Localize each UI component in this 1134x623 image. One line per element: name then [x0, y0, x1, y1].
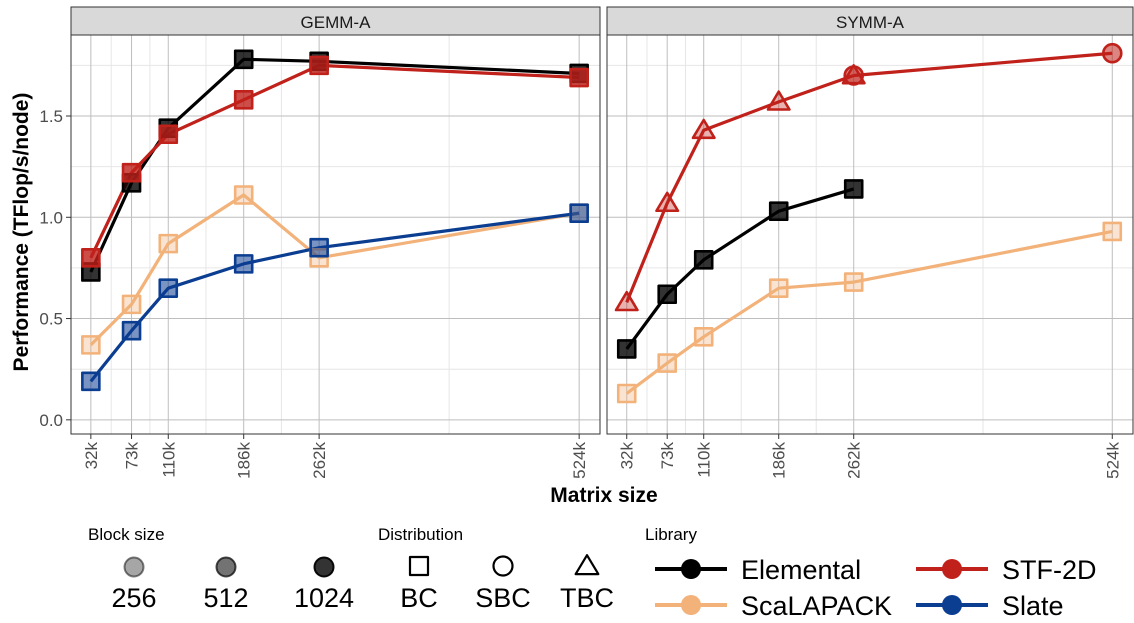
- data-point-slate: [81, 371, 101, 392]
- legend-key-library-point: [681, 595, 701, 615]
- series-line-stf-2d: [853, 51, 1113, 78]
- panel-symm-a: SYMM-A: [606, 6, 1134, 435]
- data-point-stf-2d: [691, 118, 716, 140]
- data-point-scalapack: [233, 185, 254, 205]
- data-point-elemental: [843, 179, 864, 199]
- legend-label-library: Slate: [1002, 591, 1064, 621]
- data-point-stf-2d: [843, 65, 865, 86]
- data-point-stf-2d: [158, 124, 179, 145]
- legend-title-library: Library: [645, 525, 697, 544]
- x-tick-label: 73k: [658, 442, 677, 470]
- legend-label-library: Elemental: [741, 555, 861, 585]
- y-tick-label: 0.0: [39, 411, 63, 430]
- legend-label-distribution: TBC: [560, 583, 614, 613]
- data-point-scalapack: [693, 326, 714, 347]
- legend-key-distribution: [574, 554, 600, 576]
- data-point-stf-2d: [655, 191, 680, 213]
- data-point-slate: [309, 237, 329, 258]
- panel-border: [606, 34, 1134, 435]
- data-point-elemental: [693, 250, 714, 270]
- legend-label-library: STF-2D: [1002, 555, 1097, 585]
- data-point-slate: [233, 254, 254, 274]
- legend-key-library-point: [942, 559, 962, 579]
- legend-key-block-size: [215, 556, 237, 578]
- x-tick-label: 110k: [159, 442, 178, 478]
- data-point-stf-2d: [121, 162, 142, 183]
- legend: Block size Distribution Library 256 512 10…: [88, 525, 1097, 621]
- data-point-stf-2d: [766, 90, 791, 111]
- y-tick-label: 1.0: [39, 208, 63, 227]
- panel-title: SYMM-A: [836, 13, 905, 32]
- x-tick-label: 110k: [695, 442, 714, 478]
- legend-label-library: ScaLAPACK: [741, 591, 892, 621]
- data-point-stf-2d: [1101, 42, 1123, 64]
- data-point-scalapack: [1102, 221, 1123, 242]
- panel-strip: [70, 6, 601, 36]
- data-point-scalapack: [657, 353, 677, 373]
- legend-key-library-point: [681, 559, 701, 579]
- data-point-elemental: [616, 339, 637, 359]
- series-line-scalapack: [625, 229, 1113, 395]
- legend-label-block-size: 512: [203, 583, 248, 613]
- panel-strip: [606, 6, 1134, 36]
- panel-border: [70, 34, 601, 435]
- y-tick-label: 0.5: [39, 310, 63, 329]
- legend-key-library-point: [942, 595, 962, 615]
- data-point-slate: [121, 320, 142, 341]
- legend-key-block-size: [123, 556, 145, 578]
- legend-key-distribution: [408, 555, 430, 577]
- panel-gemm-a: GEMM-A: [70, 6, 601, 435]
- data-point-scalapack: [616, 383, 637, 404]
- data-point-scalapack: [843, 272, 864, 292]
- y-axis-title: Performance (TFlop/s/node): [10, 93, 33, 372]
- x-tick-label: 32k: [82, 442, 101, 470]
- series-line-scalapack: [89, 193, 580, 347]
- data-point-scalapack: [768, 278, 789, 298]
- data-point-stf-2d: [614, 290, 639, 312]
- data-point-stf-2d: [233, 90, 254, 110]
- data-point-slate: [569, 203, 589, 224]
- x-tick-label: 73k: [123, 442, 142, 470]
- series-line-stf-2d: [625, 73, 855, 303]
- data-point-stf-2d: [569, 67, 589, 88]
- data-point-stf-2d: [309, 55, 329, 76]
- x-tick-label: 524k: [570, 442, 589, 479]
- data-point-scalapack: [81, 335, 101, 355]
- legend-title-block-size: Block size: [88, 525, 165, 544]
- legend-label-distribution: SBC: [475, 583, 531, 613]
- x-tick-label: 32k: [618, 442, 637, 470]
- data-point-scalapack: [158, 233, 179, 254]
- legend-label-block-size: 256: [111, 583, 156, 613]
- plot-area: [607, 35, 1133, 434]
- data-point-elemental: [233, 49, 254, 70]
- x-tick-label: 262k: [845, 442, 864, 479]
- data-point-elemental: [657, 284, 677, 305]
- x-tick-label: 186k: [770, 442, 789, 479]
- legend-key-block-size: [313, 556, 335, 578]
- x-tick-label: 524k: [1103, 442, 1122, 479]
- legend-key-distribution: [492, 555, 514, 577]
- x-tick-label: 262k: [310, 442, 329, 479]
- legend-title-distribution: Distribution: [378, 525, 463, 544]
- x-axis-title: Matrix size: [550, 484, 657, 507]
- legend-label-distribution: BC: [400, 583, 438, 613]
- panel-title: GEMM-A: [301, 13, 372, 32]
- x-tick-label: 186k: [235, 442, 254, 479]
- y-tick-label: 1.5: [39, 107, 63, 126]
- legend-label-block-size: 1024: [294, 583, 354, 613]
- data-point-slate: [158, 278, 179, 298]
- data-point-scalapack: [121, 294, 142, 315]
- series-line-elemental: [89, 57, 580, 273]
- data-point-elemental: [768, 201, 789, 222]
- data-point-stf-2d: [81, 247, 101, 268]
